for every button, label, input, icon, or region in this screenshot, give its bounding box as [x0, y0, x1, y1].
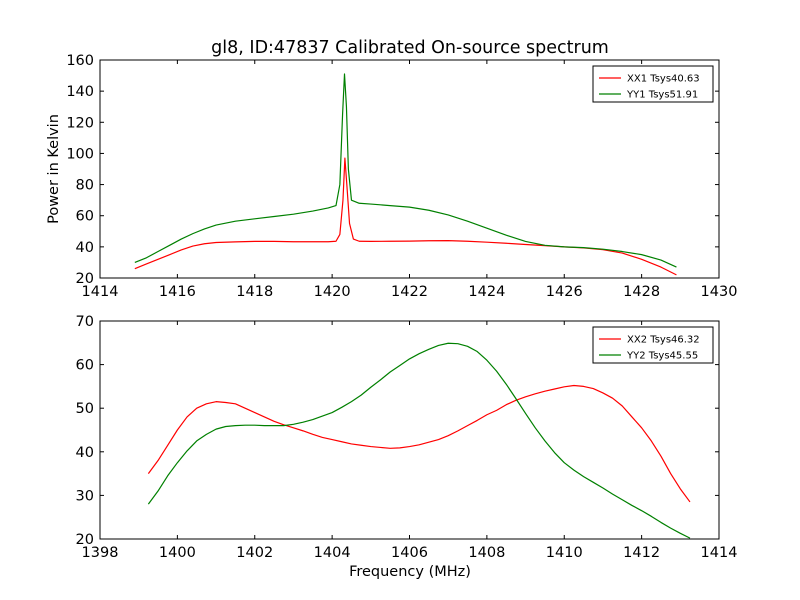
- x-tick-label: 1408: [468, 545, 505, 561]
- x-tick-label: 1406: [391, 545, 428, 561]
- x-tick-label: 1414: [701, 545, 738, 561]
- legend-entry: XX2 Tsys46.32: [627, 335, 700, 346]
- legend-entry: XX1 Tsys40.63: [627, 74, 700, 85]
- x-tick-label: 1412: [623, 545, 660, 561]
- y-tick-label: 160: [66, 53, 94, 69]
- x-tick-label: 1426: [546, 284, 583, 300]
- chart-title: gl8, ID:47837 Calibrated On-source spect…: [211, 38, 609, 58]
- y-tick-label: 140: [66, 84, 94, 100]
- legend-box: [592, 326, 714, 364]
- series-line-0-1: [134, 73, 677, 268]
- x-tick-label: 1424: [468, 284, 505, 300]
- x-tick-label: 1404: [314, 545, 351, 561]
- y-tick-label: 20: [76, 271, 94, 287]
- y-tick-label: 40: [76, 445, 94, 461]
- y-tick-label: 40: [76, 240, 94, 256]
- y-tick-label: 60: [76, 209, 94, 225]
- x-tick-label: 1422: [391, 284, 428, 300]
- bottom-x-axis-label: Frequency (MHz): [349, 564, 471, 580]
- bottom-spectrum-panel: Frequency (MHz) 1398 1400 1402 1404 1406 1408…: [76, 314, 738, 580]
- x-tick-label: 1400: [159, 545, 196, 561]
- top-y-axis-label: Power in Kelvin: [46, 114, 62, 224]
- series-line-1-0: [147, 384, 691, 503]
- legend-0: XX1 Tsys40.63 YY1 Tsys51.91: [592, 65, 714, 103]
- top-spectrum-panel: gl8, ID:47837 Calibrated On-source spect…: [46, 38, 737, 300]
- legend-1: XX2 Tsys46.32 YY2 Tsys45.55: [592, 326, 714, 364]
- x-tick-label: 1414: [82, 284, 119, 300]
- legend-entry: YY1 Tsys51.91: [626, 90, 698, 101]
- series-line-1-1: [147, 342, 691, 539]
- y-tick-label: 30: [76, 488, 94, 504]
- x-tick-label: 1418: [236, 284, 273, 300]
- x-tick-label: 1416: [159, 284, 196, 300]
- x-tick-label: 1420: [314, 284, 351, 300]
- y-tick-label: 20: [76, 532, 94, 548]
- y-tick-label: 120: [66, 115, 94, 131]
- top-plot-area: 1414 1416 1418 1420 1422 1424 1426 1428 1430 20 40…: [66, 53, 737, 300]
- bottom-plot-area: 1398 1400 1402 1404 1406 1408 1410 1412 1414 20 30…: [76, 314, 738, 561]
- x-tick-label: 1402: [236, 545, 273, 561]
- legend-entry: YY2 Tsys45.55: [626, 351, 698, 362]
- y-tick-label: 80: [76, 178, 94, 194]
- legend-box: [592, 65, 714, 103]
- y-tick-label: 70: [76, 314, 94, 330]
- y-tick-label: 100: [66, 146, 94, 162]
- x-tick-label: 1428: [623, 284, 660, 300]
- y-tick-label: 50: [76, 401, 94, 417]
- x-tick-label: 1410: [546, 545, 583, 561]
- y-tick-label: 60: [76, 358, 94, 374]
- x-tick-label: 1430: [701, 284, 738, 300]
- x-tick-label: 1398: [82, 545, 119, 561]
